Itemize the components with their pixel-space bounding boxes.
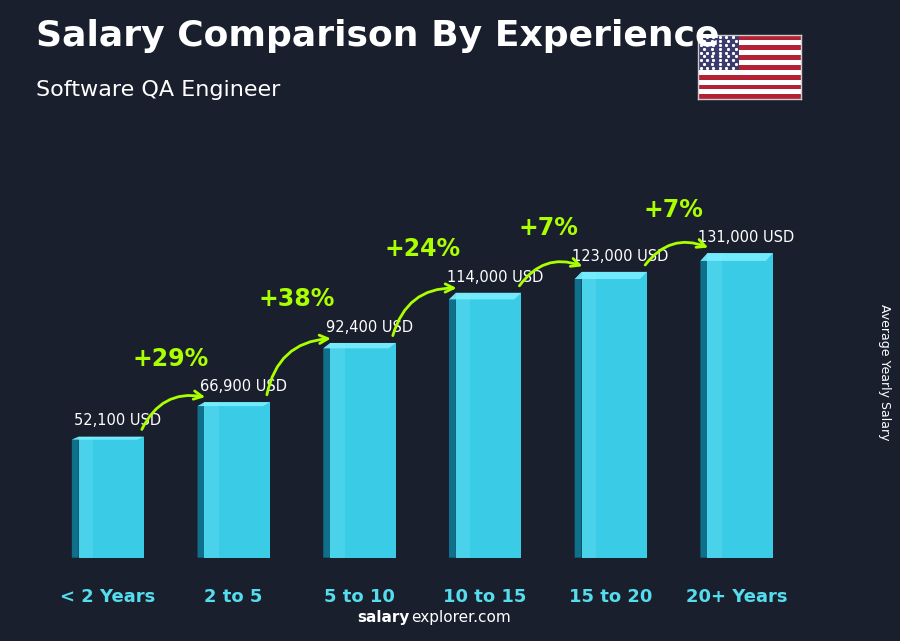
Bar: [204, 402, 270, 558]
Text: Software QA Engineer: Software QA Engineer: [36, 80, 281, 100]
Polygon shape: [575, 272, 647, 279]
Bar: [698, 60, 801, 65]
Bar: [698, 70, 801, 75]
Text: +7%: +7%: [518, 216, 578, 240]
Text: 20+ Years: 20+ Years: [686, 588, 788, 606]
Text: 114,000 USD: 114,000 USD: [446, 270, 543, 285]
Bar: [698, 90, 801, 94]
Polygon shape: [449, 293, 521, 299]
Bar: [78, 437, 144, 558]
Polygon shape: [72, 437, 78, 558]
Polygon shape: [700, 253, 707, 558]
Polygon shape: [449, 293, 456, 558]
Text: 2 to 5: 2 to 5: [204, 588, 263, 606]
Text: Average Yearly Salary: Average Yearly Salary: [878, 304, 890, 440]
FancyArrowPatch shape: [392, 284, 454, 336]
Bar: [698, 35, 801, 40]
Bar: [698, 94, 801, 99]
Polygon shape: [575, 272, 581, 558]
Polygon shape: [700, 253, 773, 261]
Polygon shape: [72, 437, 144, 440]
Text: 123,000 USD: 123,000 USD: [572, 249, 669, 263]
Bar: [698, 40, 801, 45]
Text: +24%: +24%: [384, 237, 460, 261]
Text: 52,100 USD: 52,100 USD: [74, 413, 161, 428]
Polygon shape: [323, 343, 330, 558]
Text: +7%: +7%: [644, 197, 704, 222]
Bar: [456, 293, 521, 558]
Bar: [698, 35, 739, 70]
Bar: [698, 75, 801, 79]
Text: explorer.com: explorer.com: [411, 610, 511, 625]
Text: +29%: +29%: [132, 347, 209, 370]
Polygon shape: [197, 402, 270, 406]
Bar: [581, 272, 596, 558]
Polygon shape: [323, 343, 395, 348]
Text: 15 to 20: 15 to 20: [569, 588, 652, 606]
Bar: [581, 272, 647, 558]
Text: 10 to 15: 10 to 15: [444, 588, 526, 606]
Bar: [698, 65, 801, 70]
Bar: [330, 343, 345, 558]
Text: 92,400 USD: 92,400 USD: [326, 320, 413, 335]
Bar: [698, 45, 801, 50]
Text: < 2 Years: < 2 Years: [60, 588, 156, 606]
Bar: [698, 55, 801, 60]
FancyArrowPatch shape: [142, 391, 202, 429]
Polygon shape: [197, 402, 204, 558]
Bar: [330, 343, 395, 558]
Bar: [707, 253, 773, 558]
Text: 131,000 USD: 131,000 USD: [698, 230, 795, 245]
Bar: [707, 253, 722, 558]
Bar: [78, 437, 93, 558]
Bar: [698, 79, 801, 85]
FancyArrowPatch shape: [645, 240, 706, 265]
Text: Salary Comparison By Experience: Salary Comparison By Experience: [36, 19, 719, 53]
Bar: [456, 293, 471, 558]
Bar: [204, 402, 219, 558]
FancyArrowPatch shape: [267, 335, 328, 395]
Text: salary: salary: [357, 610, 410, 625]
Text: 66,900 USD: 66,900 USD: [200, 379, 287, 394]
Text: 5 to 10: 5 to 10: [324, 588, 395, 606]
Bar: [698, 50, 801, 55]
Bar: [698, 85, 801, 90]
FancyArrowPatch shape: [519, 258, 580, 286]
Text: +38%: +38%: [258, 287, 335, 312]
